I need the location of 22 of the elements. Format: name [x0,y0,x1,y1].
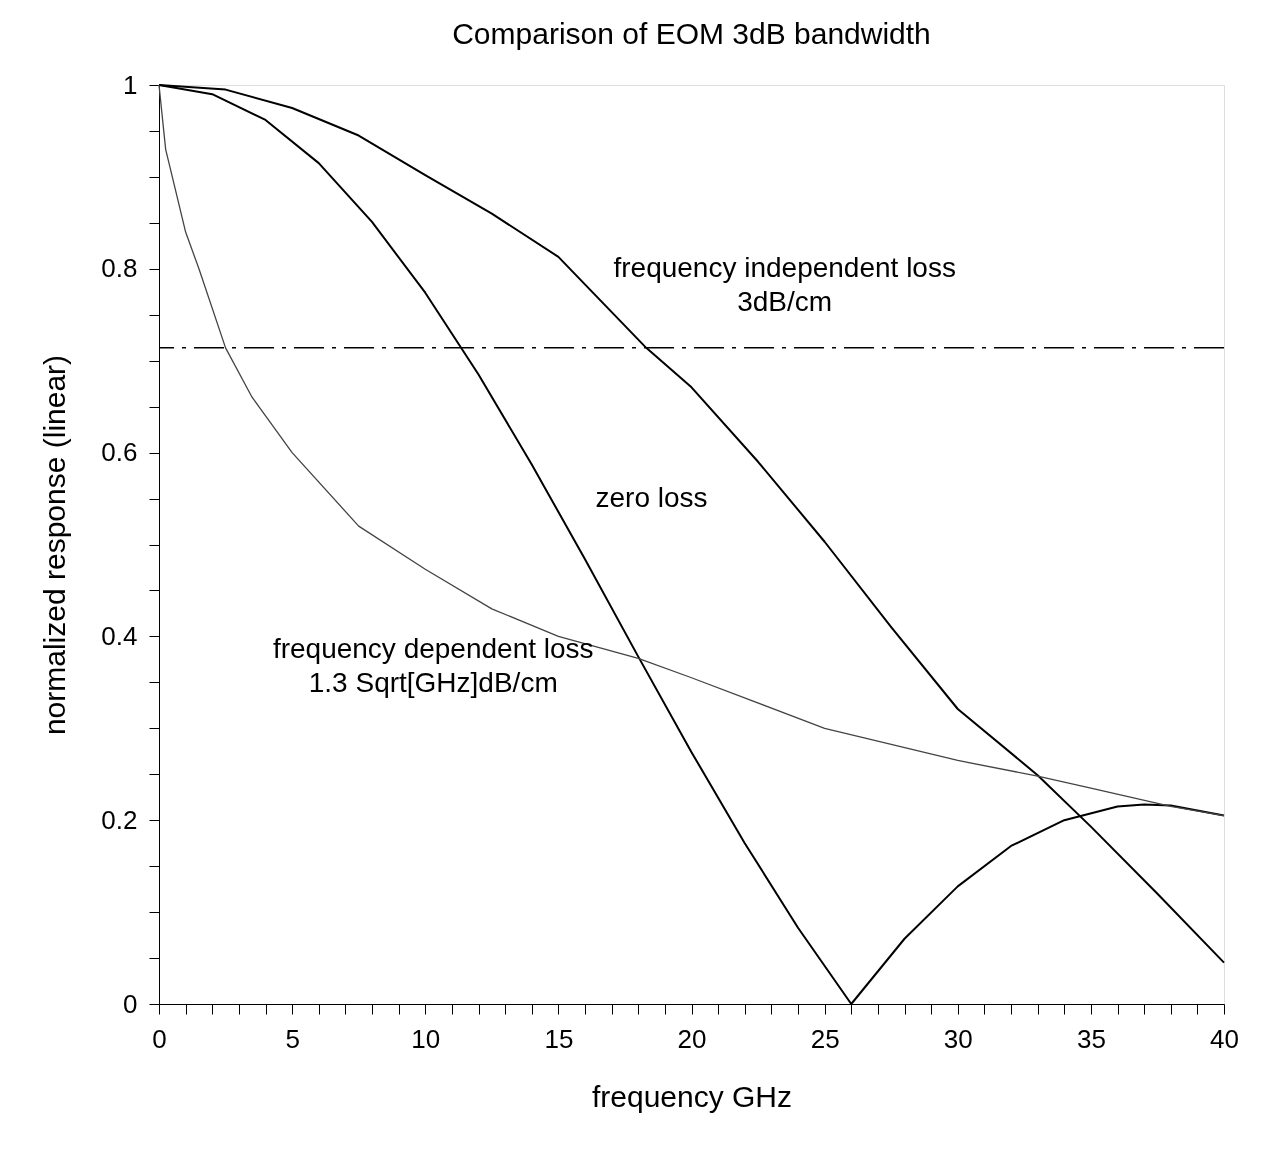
chart-title: Comparison of EOM 3dB bandwidth [452,17,931,50]
x-tick-label: 15 [544,1023,574,1054]
series-label: frequency dependent loss 1.3 Sqrt[GHz]dB/cm [272,633,594,699]
x-tick-label: 5 [285,1023,300,1054]
y-axis-title: normalized response (linear) [38,354,72,736]
y-tick-label: 0 [123,988,138,1019]
x-tick-label: 10 [411,1023,441,1054]
x-tick-label: 0 [152,1023,167,1054]
y-tick-label: 0.2 [101,804,138,835]
line-series [158,84,1225,817]
y-tick-label: 0.6 [101,437,138,468]
y-tick-label: 0.8 [101,253,138,284]
series-label: frequency independent loss 3dB/cm [613,251,956,317]
y-tick-label: 0.4 [101,620,138,651]
x-axis-title: frequency GHz [591,1079,793,1113]
series-label: zero loss [595,481,708,513]
x-tick-label: 20 [677,1023,707,1054]
x-tick-label: 30 [943,1023,973,1054]
x-tick-label: 35 [1076,1023,1106,1054]
x-tick-label: 25 [810,1023,840,1054]
x-tick-label: 40 [1210,1023,1239,1054]
y-tick-label: 1 [123,69,138,100]
